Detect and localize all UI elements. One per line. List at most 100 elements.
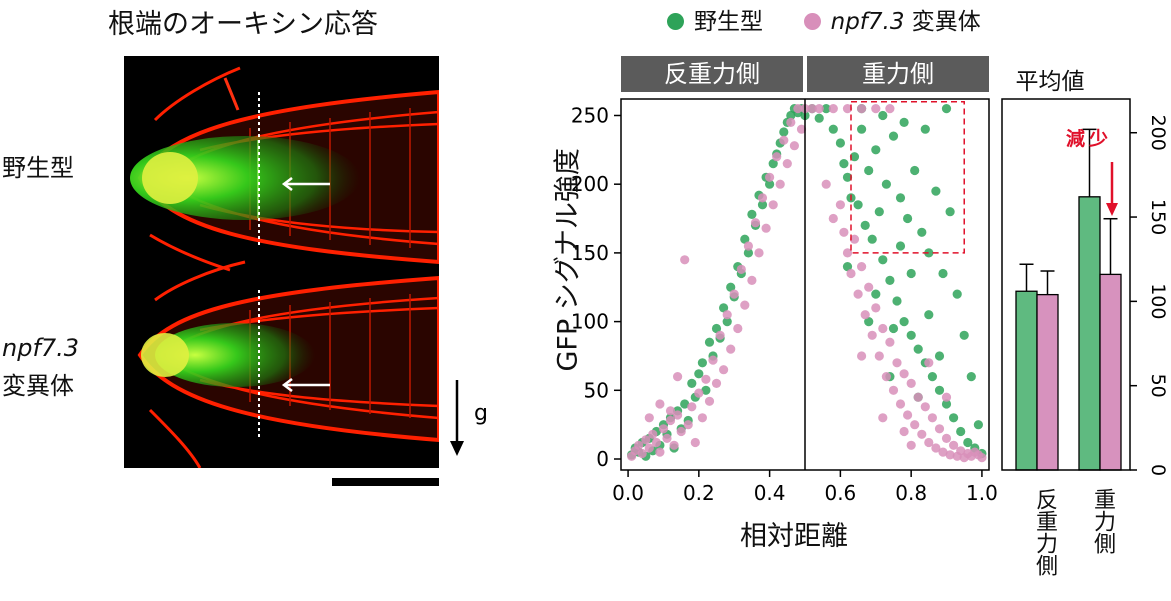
bar-chart-border xyxy=(1001,98,1131,471)
scatter-point-mutant xyxy=(857,351,867,361)
scatter-point-mutant xyxy=(934,424,945,434)
scatter-point-mutant xyxy=(726,344,736,354)
scatter-point-wild-type xyxy=(888,131,899,141)
scatter-point-wild-type xyxy=(701,385,711,395)
x-tick-label: 0.6 xyxy=(824,481,856,505)
scatter-point-wild-type xyxy=(842,172,853,182)
scatter-point-mutant xyxy=(920,402,930,412)
scatter-point-mutant xyxy=(747,275,757,285)
scatter-point-wild-type xyxy=(719,303,729,313)
scatter-point-wild-type xyxy=(765,179,775,189)
scatter-point-wild-type xyxy=(963,437,973,448)
scatter-point-mutant xyxy=(839,227,849,237)
scatter-point-wild-type xyxy=(871,289,881,299)
scatter-point-mutant xyxy=(857,104,867,114)
scatter-point-wild-type xyxy=(952,289,962,299)
strip-gravity: 重力側 xyxy=(807,56,989,92)
scatter-point-wild-type xyxy=(878,255,888,265)
scatter-point-wild-type xyxy=(867,234,877,244)
scatter-point-wild-type xyxy=(881,179,892,189)
scatter-ticks: 0.0 0.2 0.4 0.6 0.8 1.0 0 50 100 150 200 250 xyxy=(571,103,998,505)
scatter-point-mutant xyxy=(715,330,725,340)
scatter-point-mutant xyxy=(673,410,683,420)
mutant-legend-gene: npf7.3 xyxy=(830,9,905,35)
y-tick-label: 100 xyxy=(571,310,609,334)
scatter-point-mutant xyxy=(857,262,867,272)
scatter-point-mutant xyxy=(680,255,690,265)
scatter-point-mutant xyxy=(835,200,846,210)
scatter-point-mutant xyxy=(849,234,860,244)
scatter-point-mutant xyxy=(977,453,987,463)
scatter-point-mutant xyxy=(687,402,697,412)
mutant-gene-name: npf7.3 xyxy=(2,334,80,362)
scatter-point-wild-type xyxy=(768,159,778,169)
scatter-point-mutant xyxy=(669,440,679,450)
scatter-point-mutant xyxy=(676,426,686,437)
scatter-point-mutant xyxy=(871,104,881,114)
bar-marks xyxy=(1001,98,1131,471)
scatter-point-mutant xyxy=(733,323,743,334)
scatter-point-wild-type xyxy=(895,241,906,251)
scatter-point-wild-type xyxy=(910,165,920,176)
scatter-point-mutant xyxy=(917,429,927,439)
decrease-arrowhead-icon xyxy=(1106,203,1118,216)
scatter-point-mutant xyxy=(754,248,764,258)
mutant-arrow-icon xyxy=(281,378,330,392)
scatter-point-mutant xyxy=(949,440,959,450)
scatter-point-mutant xyxy=(885,337,895,347)
scatter-point-mutant xyxy=(895,399,906,409)
strip-anti-gravity: 反重力側 xyxy=(621,56,803,92)
x-tick-label: 0.8 xyxy=(895,481,927,505)
wild-type-legend-label: 野生型 xyxy=(694,9,763,35)
scatter-point-wild-type xyxy=(973,420,984,430)
scatter-point-mutant xyxy=(874,351,884,361)
scatter-point-wild-type xyxy=(899,317,909,327)
scatter-point-wild-type xyxy=(687,378,697,388)
scatter-point-mutant xyxy=(634,440,644,450)
scatter-point-wild-type xyxy=(906,330,916,340)
scatter-point-mutant xyxy=(655,399,665,409)
scatter-point-mutant xyxy=(644,413,654,423)
scatter-point-mutant xyxy=(956,446,966,456)
scatter-point-mutant xyxy=(871,303,881,313)
scatter-point-mutant xyxy=(867,330,877,340)
scatter-point-wild-type xyxy=(779,127,789,137)
scatter-point-mutant xyxy=(768,200,778,210)
highlight-box xyxy=(850,100,965,254)
scatter-point-mutant xyxy=(775,179,785,189)
y-tick-label: 200 xyxy=(571,172,609,196)
bar-wild-type-0 xyxy=(1015,290,1038,471)
scatter-point-wild-type xyxy=(857,124,867,134)
bar-y-tick-label: 0 xyxy=(1147,464,1169,476)
scatter-point-mutant xyxy=(945,450,955,460)
wild-type-row-label: 野生型 xyxy=(2,154,74,182)
y-tick-label: 250 xyxy=(571,103,609,127)
scatter-point-mutant xyxy=(637,448,647,459)
scatter-point-wild-type xyxy=(864,317,874,327)
scatter-point-mutant xyxy=(906,378,916,388)
mutant-legend-dot xyxy=(803,13,821,30)
scatter-point-mutant xyxy=(729,289,739,299)
scatter-point-mutant xyxy=(708,355,718,365)
scatter-point-wild-type xyxy=(786,110,796,121)
scatter-point-mutant xyxy=(644,443,654,453)
mean-panel-title: 平均値 xyxy=(1015,69,1085,95)
scatter-point-mutant xyxy=(807,104,817,114)
scatter-point-wild-type xyxy=(892,296,902,306)
scatter-point-mutant xyxy=(906,440,916,450)
scatter-point-wild-type xyxy=(934,351,945,361)
gravity-label: g xyxy=(474,401,488,426)
scatter-point-mutant xyxy=(789,141,800,151)
scatter-point-wild-type xyxy=(956,426,966,437)
scatter-point-mutant xyxy=(899,426,909,437)
mutant-row-label-gene: npf7.3 xyxy=(2,334,79,362)
scatter-point-mutant xyxy=(782,159,792,169)
scatter-point-wild-type xyxy=(704,337,715,347)
scatter-point-mutant xyxy=(690,437,700,448)
scatter-point-wild-type xyxy=(835,138,846,148)
scatter-point-mutant xyxy=(899,369,909,379)
scatter-point-wild-type xyxy=(874,207,884,217)
bar-ticks: 0 50 100 150 200 xyxy=(1130,115,1169,476)
scatter-point-wild-type xyxy=(697,358,708,368)
scatter-frame xyxy=(620,98,990,471)
